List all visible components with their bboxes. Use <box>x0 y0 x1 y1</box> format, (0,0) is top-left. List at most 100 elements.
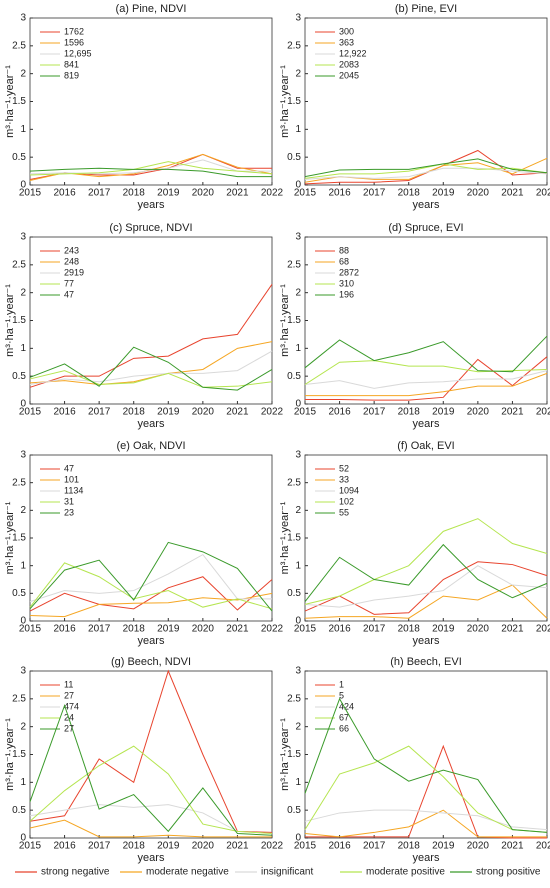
x-tick-label: 2017 <box>363 624 386 635</box>
legend-label: 67 <box>339 712 349 722</box>
y-axis-label: m³·ha⁻¹·year⁻¹ <box>279 65 291 138</box>
series-line <box>29 541 273 612</box>
x-tick-label: 2021 <box>501 407 524 418</box>
legend-label: 2083 <box>339 59 359 69</box>
legend-label: 1134 <box>64 485 83 495</box>
panel-title: (d) Spruce, EVI <box>388 222 463 234</box>
panel-title: (f) Oak, EVI <box>397 440 454 452</box>
y-tick-label: 2.5 <box>12 259 26 270</box>
legend-label: 27 <box>64 723 74 733</box>
x-tick-label: 2020 <box>192 624 215 635</box>
y-axis-label: m³·ha⁻¹·year⁻¹ <box>279 501 291 574</box>
y-tick-label: 2 <box>295 68 301 79</box>
y-tick-label: 1 <box>295 777 301 788</box>
x-tick-label: 2018 <box>123 188 146 199</box>
x-tick-label: 2018 <box>123 841 146 852</box>
legend-label: 47 <box>64 463 74 473</box>
x-tick-label: 2022 <box>536 841 550 852</box>
x-tick-label: 2022 <box>261 841 284 852</box>
panel-title: (c) Spruce, NDVI <box>109 222 192 234</box>
series-line <box>304 565 548 608</box>
y-tick-label: 2 <box>20 505 26 516</box>
y-tick-label: 1 <box>295 124 301 135</box>
legend-label: 52 <box>339 463 349 473</box>
series-line <box>304 370 548 389</box>
legend-label: 1762 <box>64 26 84 36</box>
y-tick-label: 0 <box>20 833 26 844</box>
figure-legend-label: moderate positive <box>366 867 445 878</box>
y-tick-label: 2.5 <box>12 693 26 704</box>
figure-legend-label: insignificant <box>261 867 313 878</box>
y-tick-label: 1.5 <box>287 533 301 544</box>
legend-label: 841 <box>64 59 79 69</box>
y-tick-label: 3 <box>295 13 301 24</box>
y-tick-label: 2 <box>20 68 26 79</box>
y-tick-label: 1.5 <box>287 315 301 326</box>
x-tick-label: 2015 <box>294 624 317 635</box>
y-tick-label: 0 <box>295 616 301 627</box>
x-tick-label: 2018 <box>398 624 421 635</box>
x-tick-label: 2019 <box>157 841 180 852</box>
legend-label: 102 <box>339 496 354 506</box>
x-tick-label: 2018 <box>398 407 421 418</box>
x-tick-label: 2017 <box>88 407 111 418</box>
y-tick-label: 3 <box>295 232 301 243</box>
legend-label: 101 <box>64 474 79 484</box>
x-tick-label: 2020 <box>192 407 215 418</box>
y-tick-label: 1 <box>295 560 301 571</box>
x-tick-label: 2019 <box>432 624 455 635</box>
x-tick-label: 2022 <box>536 624 550 635</box>
x-tick-label: 2021 <box>501 188 524 199</box>
x-tick-label: 2021 <box>226 407 249 418</box>
legend-label: 2045 <box>339 70 359 80</box>
y-tick-label: 0.5 <box>287 152 301 163</box>
series-line <box>29 159 272 175</box>
series-line <box>304 561 548 615</box>
x-tick-label: 2017 <box>88 188 111 199</box>
legend-label: 310 <box>339 278 354 288</box>
x-tick-label: 2015 <box>294 407 317 418</box>
y-tick-label: 1 <box>20 124 26 135</box>
series-line <box>29 745 273 835</box>
series-line <box>29 804 273 835</box>
x-tick-label: 2022 <box>536 188 550 199</box>
x-tick-label: 2018 <box>123 407 146 418</box>
y-axis-label: m³·ha⁻¹·year⁻¹ <box>4 65 16 138</box>
legend-label: 1094 <box>339 485 359 495</box>
series-line <box>29 669 273 833</box>
x-axis-label: years <box>413 852 440 864</box>
legend-label: 66 <box>339 723 349 733</box>
legend-label: 243 <box>64 245 79 255</box>
series-line <box>29 562 273 610</box>
y-tick-label: 0.5 <box>287 371 301 382</box>
legend-label: 1 <box>339 679 344 689</box>
y-tick-label: 1.5 <box>12 749 26 760</box>
series-line <box>305 372 548 397</box>
y-tick-label: 0 <box>20 399 26 410</box>
legend-label: 196 <box>339 289 354 299</box>
y-tick-label: 0.5 <box>12 152 26 163</box>
x-tick-label: 2019 <box>432 841 455 852</box>
series-line <box>304 335 548 373</box>
y-tick-label: 1 <box>20 560 26 571</box>
legend-label: 88 <box>339 245 349 255</box>
x-tick-label: 2016 <box>53 188 76 199</box>
x-tick-label: 2017 <box>363 407 386 418</box>
y-tick-label: 3 <box>20 232 26 243</box>
series-line <box>304 167 548 180</box>
x-axis-label: years <box>138 199 165 211</box>
x-tick-label: 2015 <box>19 188 42 199</box>
legend-label: 27 <box>64 690 74 700</box>
x-tick-label: 2016 <box>328 841 351 852</box>
y-tick-label: 0.5 <box>12 371 26 382</box>
x-axis-label: years <box>413 418 440 430</box>
series-line <box>304 809 547 838</box>
x-tick-label: 2020 <box>192 841 215 852</box>
series-line <box>29 592 273 618</box>
x-tick-label: 2017 <box>363 841 386 852</box>
legend-label: 55 <box>339 507 349 517</box>
x-tick-label: 2019 <box>157 407 180 418</box>
legend-label: 12,922 <box>339 48 367 58</box>
series-line <box>304 163 548 179</box>
series-line <box>305 744 547 839</box>
